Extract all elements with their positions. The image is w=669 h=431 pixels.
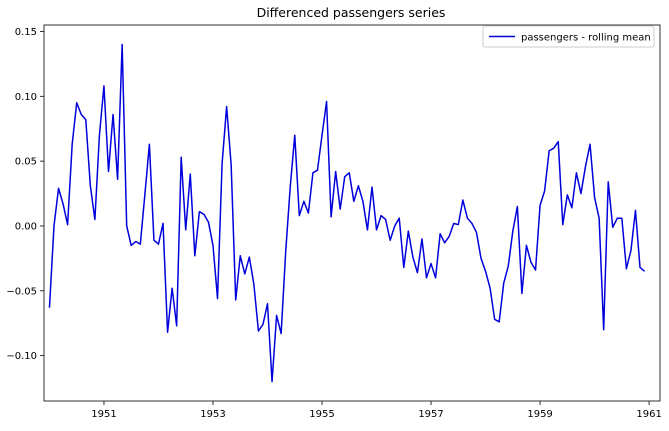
- legend-label: passengers - rolling mean: [521, 33, 651, 44]
- plot-frame: [43, 24, 661, 402]
- chart-title: Differenced passengers series: [257, 5, 446, 20]
- x-tick-label: 1959: [527, 409, 552, 420]
- axes-layer: 1951 1953 1955 1957 1959 1961 −0.10 −0.05 0.00 0.…: [6, 24, 662, 420]
- y-tick-label: 0.10: [15, 92, 37, 103]
- legend: passengers - rolling mean: [482, 25, 655, 48]
- y-tick-label: 0.05: [15, 157, 37, 168]
- x-tick-label: 1953: [200, 409, 225, 420]
- x-tick-label: 1961: [636, 409, 661, 420]
- y-tick-label: 0.15: [15, 27, 37, 38]
- legend-box: [482, 25, 655, 48]
- y-tick-label: 0.00: [15, 221, 37, 232]
- series-layer: [48, 43, 646, 383]
- x-tick-label: 1955: [309, 409, 334, 420]
- y-tick-label: −0.10: [6, 351, 37, 362]
- x-tick-label: 1957: [418, 409, 443, 420]
- x-tick-label: 1951: [91, 409, 116, 420]
- series-line-0: [48, 43, 646, 383]
- y-tick-label: −0.05: [6, 286, 37, 297]
